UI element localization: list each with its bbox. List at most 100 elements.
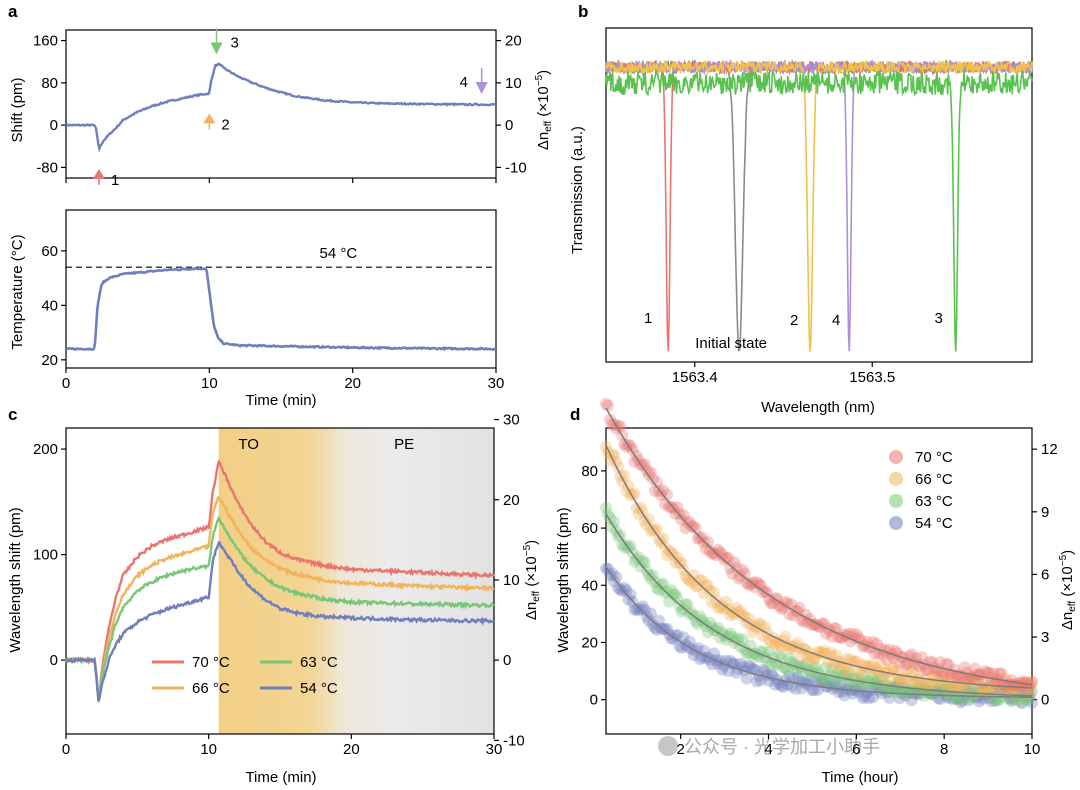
d-scatter-point: [807, 618, 820, 631]
d-scatter-point: [677, 563, 690, 576]
d-scatter-point: [899, 689, 912, 702]
d-scatter-point: [608, 515, 621, 528]
d-scatter-point: [858, 690, 871, 703]
d-scatter-point: [651, 522, 663, 535]
d-scatter-point: [616, 538, 629, 551]
d-scatter-point: [1026, 676, 1038, 689]
d-scatter-point: [862, 692, 875, 705]
d-scatter-point: [812, 620, 824, 633]
d-scatter-point: [748, 581, 761, 594]
d-scatter-point: [791, 671, 804, 684]
c-ytick-label: 200: [33, 441, 58, 458]
d-scatter-point: [1021, 683, 1034, 696]
d-scatter-point: [675, 513, 688, 526]
watermark-text: 公众号 · 光学加工小助手: [684, 737, 880, 757]
d-xtick-label: 8: [940, 741, 948, 758]
d-scatter-point: [636, 555, 649, 568]
d-scatter-point: [720, 633, 733, 646]
b-frame: [605, 27, 1033, 363]
c-series-66c: [65, 496, 495, 703]
d-scatter-point: [807, 684, 820, 697]
a-bottom-xtick-label: 20: [344, 375, 361, 392]
d-scatter-point: [763, 646, 776, 659]
d-scatter-point: [661, 488, 674, 501]
d-scatter-point: [687, 569, 700, 582]
a-top-ytick-label: -80: [36, 159, 58, 176]
d-scatter-point: [956, 694, 969, 707]
d-scatter-point: [620, 584, 633, 597]
d-scatter-point: [734, 657, 747, 670]
d-scatter-point: [699, 579, 712, 592]
d-scatter-point: [608, 449, 621, 462]
d-scatter-point: [754, 645, 767, 658]
d-scatter-point: [665, 500, 678, 513]
d-scatter-point: [638, 458, 651, 471]
d-legend-label: 63 °C: [915, 493, 953, 510]
d-y2tick-label: 9: [1041, 504, 1049, 521]
d-scatter-point: [915, 677, 928, 690]
d-frame: [605, 427, 1033, 735]
d-scatter-point: [669, 507, 682, 520]
d-scatter-point: [940, 680, 953, 693]
d-scatter-point: [850, 682, 863, 695]
d-scatter-point: [820, 627, 833, 640]
d-scatter-point: [867, 671, 879, 684]
d-scatter-point: [728, 556, 741, 569]
d-scatter-point: [865, 678, 877, 690]
d-scatter-point: [854, 667, 867, 680]
d-legend-marker: [889, 450, 903, 464]
d-scatter-point: [646, 618, 659, 631]
d-scatter-point: [985, 695, 998, 708]
d-scatter-point: [809, 673, 822, 686]
d-scatter-point: [844, 679, 857, 692]
d-scatter-point: [977, 677, 990, 690]
d-scatter-point: [987, 686, 1000, 699]
d-scatter-point: [659, 623, 672, 636]
d-scatter-point: [640, 610, 653, 623]
d-scatter-point: [881, 653, 894, 666]
d-scatter-point: [736, 633, 749, 646]
d-scatter-point: [779, 674, 792, 687]
d-scatter-point: [689, 615, 702, 628]
d-legend-label: 54 °C: [915, 515, 953, 532]
d-scatter-point: [706, 547, 718, 560]
d-xtick-label: 4: [764, 741, 772, 758]
d-scatter-point: [830, 648, 843, 661]
d-scatter-point: [932, 673, 945, 686]
a-bottom-xtick-label: 10: [201, 375, 218, 392]
c-region-label-pe: PE: [394, 436, 414, 453]
d-scatter-point: [940, 681, 953, 694]
d-scatter-point: [871, 663, 884, 676]
b-xtick-label: 1563.4: [672, 369, 718, 386]
d-scatter-point: [875, 671, 888, 684]
b-dip-label-initial: Initial state: [695, 335, 767, 352]
c-legend-label: 54 °C: [300, 680, 338, 697]
d-legend-label: 70 °C: [915, 449, 953, 466]
d-scatter-point: [618, 469, 631, 482]
d-scatter-point: [881, 665, 894, 678]
d-scatter-point: [602, 399, 614, 412]
c-series-63c: [65, 515, 495, 702]
d-scatter-point: [918, 682, 930, 695]
c-y2tick-label: 0: [503, 652, 511, 669]
d-scatter-point: [822, 674, 835, 687]
c-xtick-label: 0: [62, 741, 70, 758]
d-scatter-point: [608, 575, 621, 588]
d-scatter-point: [846, 672, 859, 685]
d-scatter-point: [732, 606, 745, 619]
d-scatter-point: [854, 634, 867, 647]
d-scatter-point: [632, 551, 645, 564]
c-xlabel: Time (min): [245, 769, 316, 786]
d-scatter-point: [993, 686, 1006, 699]
d-scatter-point: [628, 555, 641, 568]
d-scatter-point: [905, 694, 918, 707]
d-scatter-point: [891, 681, 904, 694]
d-xtick-label: 2: [676, 741, 684, 758]
d-scatter-point: [730, 634, 743, 647]
a-bottom-ytick-label: 40: [41, 297, 58, 314]
d-ytick-label: 60: [581, 520, 598, 537]
d-scatter-point: [993, 667, 1006, 680]
d-scatter-point: [738, 567, 751, 580]
d-scatter-point: [971, 668, 983, 681]
d-scatter-point: [701, 626, 714, 639]
